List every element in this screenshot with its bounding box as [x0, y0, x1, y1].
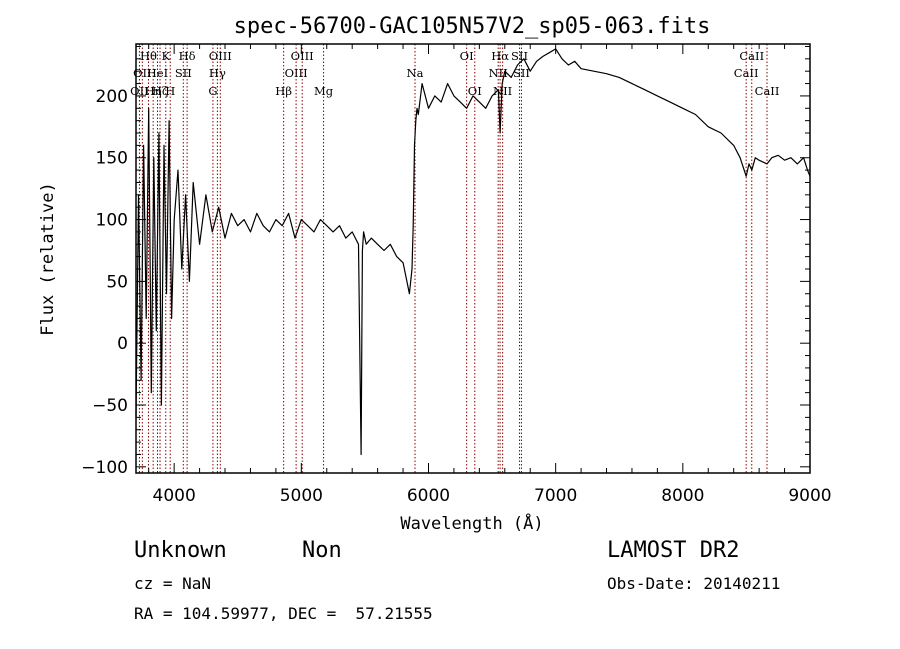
emission-line-label: CaII [734, 66, 759, 80]
y-tick-label: 50 [106, 272, 128, 292]
emission-line-label: CaII [739, 49, 764, 63]
emission-line-label: Hη [145, 84, 162, 98]
x-tick-label: 9000 [788, 486, 831, 506]
emission-line-label: K [161, 49, 170, 63]
plot-frame [135, 43, 811, 474]
emission-line-labels: OIIOIIHθHηHeIHζKHSIIHδGHγOIIIHβOIIIOIIIM… [130, 49, 779, 98]
emission-line-label: OIII [209, 49, 232, 63]
y-tick-label: 200 [96, 87, 128, 107]
y-axis: −100 −50 0 50 100 150 200 [81, 45, 810, 478]
spectrum-line [135, 48, 811, 456]
survey-name: LAMOST DR2 [607, 538, 740, 563]
emission-line-label: SII [175, 66, 192, 80]
y-tick-label: 100 [96, 211, 128, 231]
emission-line-label: Hδ [179, 49, 196, 63]
emission-line-label: Hθ [140, 49, 157, 63]
emission-line-label: OIII [285, 66, 308, 80]
coordinates-readout: RA = 104.59977, DEC = 57.21555 [134, 604, 433, 623]
y-tick-label: 150 [96, 149, 128, 169]
y-axis-title: Flux (relative) [38, 182, 58, 336]
emission-line-label: OI [468, 84, 482, 98]
x-tick-label: 7000 [534, 486, 577, 506]
observation-date: Obs-Date: 20140211 [607, 574, 781, 593]
object-class: Unknown [134, 538, 227, 563]
redshift-readout: cz = NaN [134, 574, 212, 593]
emission-line-label: Hβ [275, 84, 292, 98]
y-tick-label: 0 [117, 334, 128, 354]
x-axis: 4000 5000 6000 7000 8000 9000 [148, 44, 832, 506]
emission-line-label: Mg [314, 84, 334, 98]
emission-line-label: H [165, 84, 175, 98]
x-tick-label: 5000 [280, 486, 323, 506]
x-tick-label: 4000 [153, 486, 196, 506]
emission-line-label: OIII [291, 49, 314, 63]
emission-line-label: SII [513, 66, 530, 80]
emission-line-label: OII [133, 66, 152, 80]
emission-line-label: HeI [147, 66, 168, 80]
emission-line-label: G [208, 84, 217, 98]
emission-line-label: NII [493, 84, 512, 98]
emission-line-label: OI [460, 49, 474, 63]
emission-line-label: OII [130, 84, 149, 98]
y-tick-label: −100 [81, 458, 128, 478]
x-axis-title: Wavelength (Å) [400, 512, 543, 534]
object-subclass: Non [302, 538, 342, 563]
emission-line-label: CaII [755, 84, 780, 98]
emission-line-label: Hγ [209, 66, 226, 80]
x-tick-label: 8000 [661, 486, 704, 506]
emission-line-markers [138, 44, 768, 473]
emission-line-label: Na [407, 66, 424, 80]
y-tick-label: −50 [92, 396, 128, 416]
emission-line-label: NII [489, 66, 508, 80]
emission-line-label: Hζ [152, 84, 168, 98]
chart-title: spec-56700-GAC105N57V2_sp05-063.fits [234, 14, 711, 39]
emission-line-label: Hα [491, 49, 509, 63]
x-tick-label: 6000 [407, 486, 450, 506]
